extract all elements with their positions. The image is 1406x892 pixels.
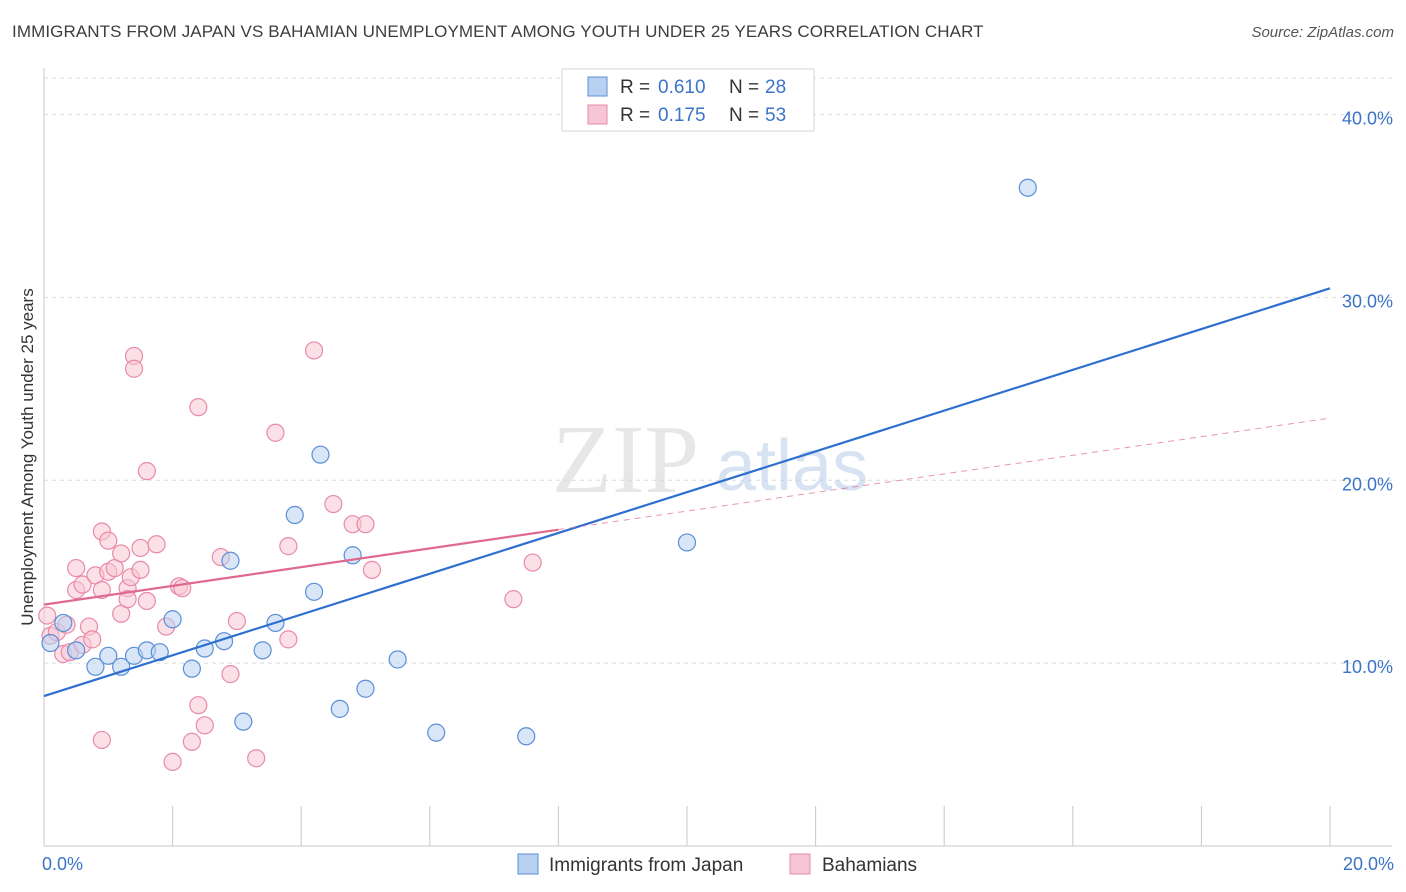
bahamians-point bbox=[266, 423, 285, 442]
japan-point bbox=[86, 657, 105, 676]
japan-point bbox=[99, 646, 118, 665]
japan-point bbox=[304, 582, 324, 601]
japan-point bbox=[356, 679, 375, 698]
bahamians-point bbox=[131, 560, 150, 579]
bottom-legend-label: Bahamians bbox=[822, 855, 917, 876]
bahamians-point bbox=[189, 398, 208, 417]
bahamians-point bbox=[304, 341, 324, 360]
chart-source: Source: ZipAtlas.com bbox=[1251, 24, 1394, 41]
bahamians-point bbox=[137, 591, 156, 611]
y-tick-label: 30.0% bbox=[1342, 291, 1393, 311]
bahamians-point bbox=[324, 494, 343, 514]
japan-point bbox=[67, 641, 86, 660]
legend-r-value: 0.175 bbox=[658, 105, 706, 126]
trend-lines bbox=[43, 287, 1331, 698]
bahamians-trend-extension bbox=[558, 417, 1331, 531]
japan-point bbox=[311, 445, 330, 464]
japan-point bbox=[285, 505, 304, 525]
bahamians-point bbox=[221, 665, 240, 684]
bahamians-point bbox=[99, 531, 118, 550]
legend-n-value: 53 bbox=[765, 105, 786, 126]
bottom-legend-swatch bbox=[789, 853, 811, 875]
bahamians-point bbox=[182, 732, 201, 751]
bottom-legend-swatch bbox=[517, 853, 539, 875]
japan-point bbox=[234, 712, 253, 731]
tick-labels: 10.0% 20.0% 30.0% 40.0% 0.0% 20.0% bbox=[42, 109, 1394, 874]
japan-point bbox=[427, 723, 446, 742]
bahamians-point bbox=[195, 716, 214, 735]
bahamians-point bbox=[67, 558, 86, 578]
y-tick-label: 40.0% bbox=[1342, 109, 1393, 129]
bahamians-point bbox=[227, 611, 246, 631]
bahamians-point bbox=[38, 606, 57, 625]
bahamians-point bbox=[523, 553, 542, 572]
bahamians-point bbox=[279, 537, 298, 556]
chart-title: IMMIGRANTS FROM JAPAN VS BAHAMIAN UNEMPL… bbox=[12, 22, 984, 41]
legend-swatch bbox=[587, 104, 608, 125]
legend-r-value: 0.610 bbox=[658, 77, 706, 98]
japan-point bbox=[150, 643, 169, 662]
japan-point bbox=[517, 727, 536, 746]
bahamians-point bbox=[112, 544, 131, 563]
japan-trend-line bbox=[43, 287, 1331, 698]
watermark-atlas: atlas bbox=[716, 426, 868, 506]
japan-point bbox=[41, 633, 60, 653]
bahamians-points bbox=[38, 341, 542, 771]
japan-point bbox=[677, 533, 697, 552]
bahamians-point bbox=[131, 538, 150, 558]
bahamians-point bbox=[247, 749, 266, 768]
bahamians-point bbox=[137, 462, 156, 481]
bahamians-trend-line bbox=[43, 528, 559, 606]
japan-point bbox=[330, 699, 349, 718]
legend-n-label: N = bbox=[729, 77, 759, 98]
japan-point bbox=[221, 551, 240, 570]
legend-n-label: N = bbox=[729, 105, 759, 126]
legend-n-value: 28 bbox=[765, 77, 786, 98]
axes-layer bbox=[43, 68, 1392, 847]
bahamians-point bbox=[118, 590, 137, 609]
bottom-legend: Immigrants from Japan Bahamians bbox=[517, 853, 917, 876]
bahamians-point bbox=[124, 359, 144, 378]
japan-point bbox=[54, 613, 73, 633]
japan-point bbox=[163, 610, 182, 629]
legend-r-label: R = bbox=[620, 105, 650, 126]
legend: R = 0.610 N = 28 R = 0.175 N = 53 bbox=[561, 68, 815, 132]
bahamians-point bbox=[173, 579, 192, 598]
bahamians-point bbox=[279, 630, 298, 649]
legend-r-label: R = bbox=[620, 77, 650, 98]
bahamians-point bbox=[356, 515, 375, 534]
watermark: ZIP atlas bbox=[552, 406, 868, 514]
legend-swatch bbox=[587, 76, 608, 97]
x-tick-label: 20.0% bbox=[1343, 854, 1394, 874]
japan-point bbox=[182, 659, 201, 678]
japan-point bbox=[253, 641, 272, 660]
bahamians-point bbox=[163, 752, 182, 771]
bahamians-point bbox=[504, 590, 523, 609]
watermark-zip: ZIP bbox=[552, 406, 699, 514]
japan-point bbox=[388, 650, 407, 669]
x-tick-label: 0.0% bbox=[42, 854, 83, 874]
japan-point bbox=[1018, 178, 1037, 197]
japan-points bbox=[41, 178, 1037, 746]
y-tick-label: 10.0% bbox=[1342, 657, 1393, 677]
y-tick-label: 20.0% bbox=[1342, 474, 1393, 494]
bahamians-point bbox=[147, 535, 166, 554]
bahamians-point bbox=[189, 696, 208, 715]
bahamians-point bbox=[73, 575, 92, 594]
bahamians-point bbox=[92, 580, 111, 600]
bahamians-point bbox=[83, 630, 102, 649]
bahamians-point bbox=[362, 560, 382, 579]
bottom-legend-label: Immigrants from Japan bbox=[549, 855, 743, 876]
bahamians-point bbox=[92, 730, 111, 750]
